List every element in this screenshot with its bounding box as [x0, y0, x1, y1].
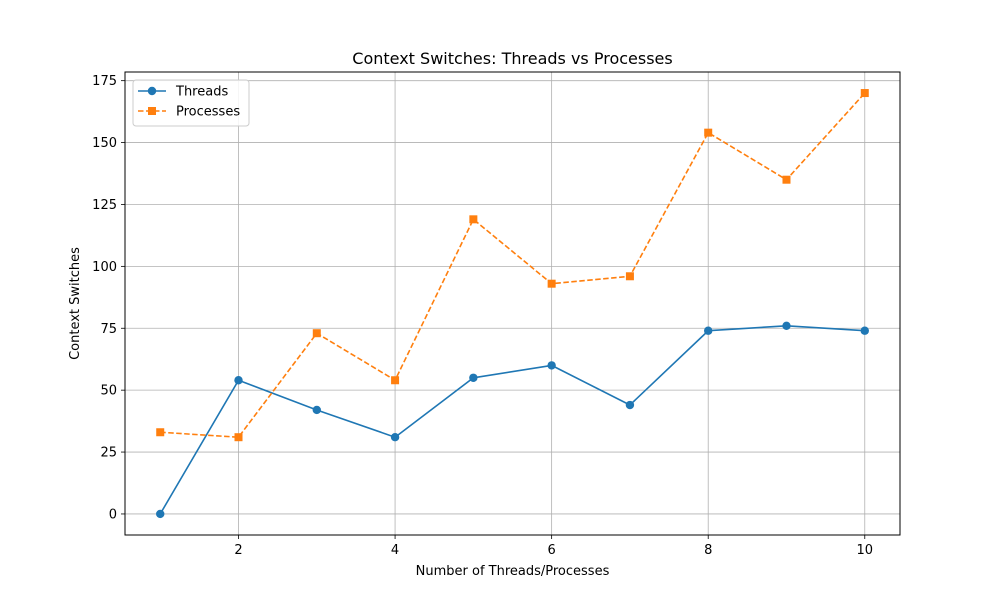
x-tick-label: 2 [234, 543, 242, 558]
threads-point [390, 433, 400, 442]
threads-point [625, 400, 635, 410]
processes-point [860, 89, 869, 98]
processes-point [312, 329, 321, 338]
y-axis-label: Context Switches [68, 247, 83, 360]
threads-point [312, 405, 321, 415]
threads-point [156, 509, 165, 519]
plot-frame [124, 71, 901, 536]
processes-point [469, 215, 478, 224]
processes-point [625, 272, 634, 281]
y-tick-label: 0 [109, 507, 117, 522]
x-tick-label: 4 [391, 543, 399, 558]
y-tick-label: 150 [92, 136, 117, 151]
y-tick-label: 175 [92, 74, 117, 89]
series-threads [156, 321, 869, 519]
y-tick-label: 125 [92, 198, 117, 213]
y-tick-label: 25 [100, 446, 117, 461]
x-tick-label: 6 [548, 543, 556, 558]
processes-point [782, 175, 791, 184]
threads-point [860, 326, 869, 335]
legend: Threads Processes [132, 79, 250, 127]
x-tick-label: 8 [704, 543, 712, 558]
legend-processes-marker [148, 107, 156, 115]
grid [125, 72, 900, 535]
x-axis-label: Number of Threads/Processes [416, 564, 610, 579]
y-tick-label: 75 [100, 322, 117, 337]
threads-point [234, 376, 243, 385]
y-tick-label: 50 [100, 384, 117, 399]
legend-threads-label: Threads [175, 85, 228, 100]
series-layer [156, 89, 869, 519]
processes-point [391, 376, 400, 385]
series-processes [156, 89, 869, 442]
legend-processes-label: Processes [176, 105, 240, 120]
processes-line [160, 92, 866, 439]
threads-line [159, 324, 865, 515]
processes-point [547, 279, 556, 288]
legend-threads-marker [147, 86, 157, 96]
chart-title: Context Switches: Threads vs Processes [352, 49, 672, 68]
threads-point [704, 326, 713, 335]
threads-point [469, 373, 478, 382]
processes-point [234, 433, 243, 442]
threads-point [782, 321, 791, 330]
processes-point [704, 128, 713, 137]
threads-point [547, 361, 556, 370]
processes-point [156, 428, 165, 437]
x-tick-label: 10 [856, 543, 873, 558]
y-tick-label: 100 [92, 260, 117, 275]
